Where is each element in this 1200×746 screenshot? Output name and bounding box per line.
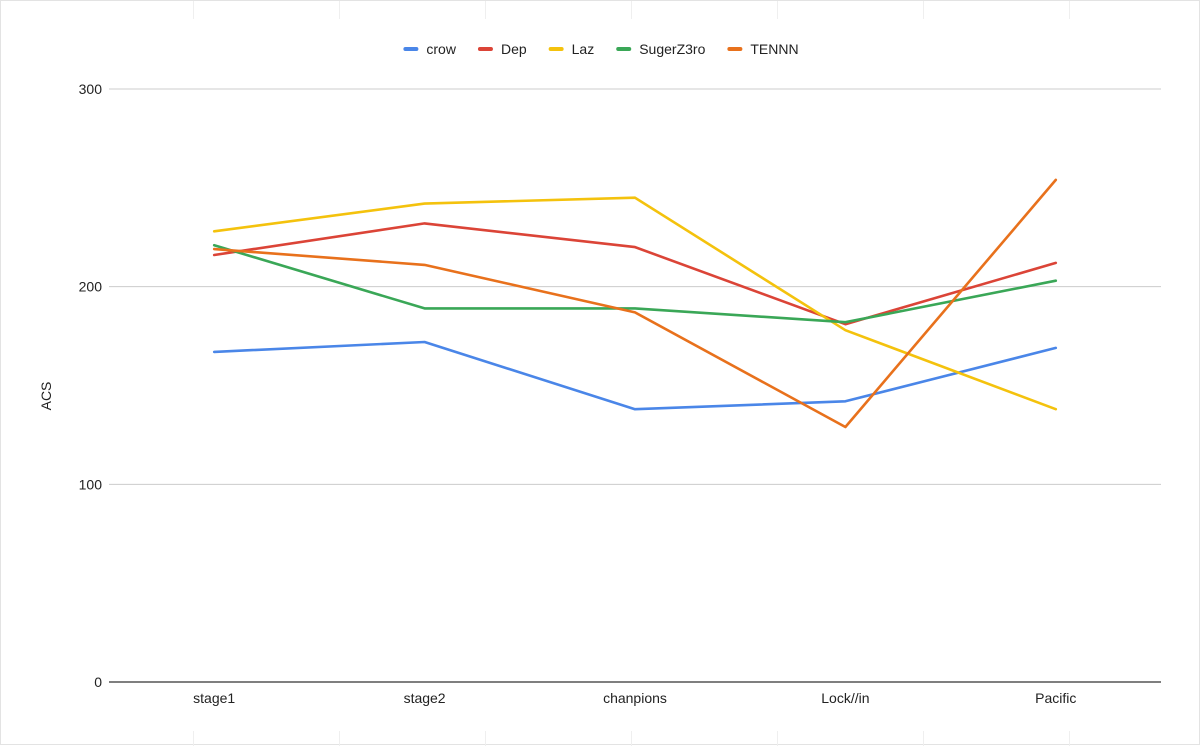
series-line-tennn [212,178,1058,429]
legend-item: crow [403,41,457,57]
plot-background [31,19,1176,731]
legend-swatch [616,47,632,51]
series-line-dep [212,222,1058,326]
x-tick-label: stage1 [193,690,235,706]
y-tick-label: 0 [94,674,102,690]
legend-label: SugerZ3ro [639,41,705,57]
legend-swatch [548,47,564,51]
legend-item: Laz [548,41,595,57]
legend-label: TENNN [750,41,798,57]
gridlines [109,88,1161,683]
legend-label: crow [426,41,456,57]
legend-label: Dep [501,41,527,57]
legend-item: SugerZ3ro [616,41,706,57]
y-tick-label: 100 [79,476,103,492]
x-axis-ticks: stage1 stage2 chanpions Lock//in Pacific [193,690,1076,706]
legend-label: Laz [572,41,595,57]
y-tick-label: 200 [79,279,103,295]
series-line-laz [212,196,1058,411]
series-line-sugerz3ro [212,243,1058,324]
legend-swatch [477,47,493,51]
legend-item: Dep [477,41,527,57]
legend-swatch [403,47,419,51]
legend-swatch [727,47,743,51]
y-tick-label: 300 [79,81,103,97]
y-axis-ticks: 0 100 200 300 [79,81,103,690]
x-tick-label: Pacific [1035,690,1076,706]
y-axis-title: ACS [38,382,54,411]
legend-item: TENNN [727,41,799,57]
x-tick-label: Lock//in [821,690,869,706]
series-line-crow [212,340,1058,411]
series-lines [212,178,1058,429]
legend: crow Dep Laz SugerZ3ro TENNN [403,41,799,57]
x-tick-label: chanpions [603,690,667,706]
x-tick-label: stage2 [404,690,446,706]
